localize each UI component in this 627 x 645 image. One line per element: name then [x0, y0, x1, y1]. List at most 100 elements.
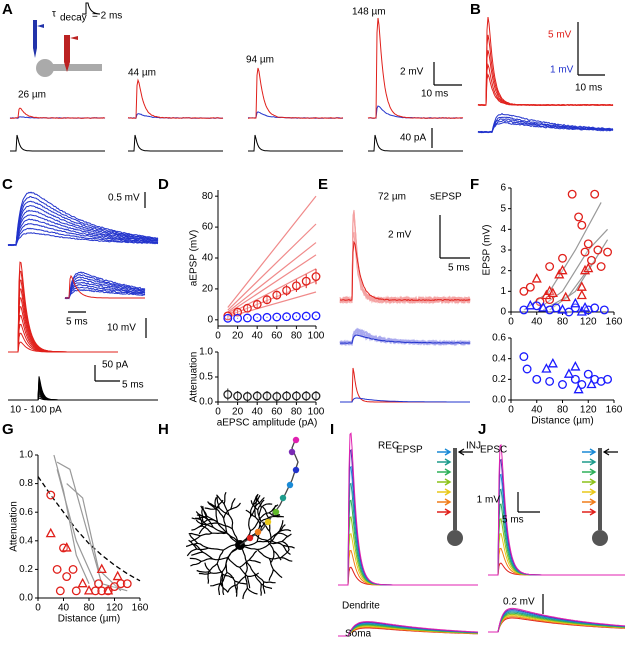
point	[547, 357, 558, 368]
point	[570, 303, 580, 313]
point	[83, 584, 95, 595]
y-tick-label: 5	[500, 203, 506, 214]
site	[292, 436, 300, 444]
point	[519, 352, 529, 362]
point	[94, 579, 104, 589]
point	[223, 311, 233, 321]
trace	[8, 261, 118, 353]
point	[311, 391, 321, 401]
x-tick-label: 60	[271, 407, 283, 418]
x-tick-label: 80	[291, 407, 303, 418]
arrow	[582, 498, 597, 506]
series-line	[227, 254, 317, 314]
trace	[488, 444, 625, 576]
point	[233, 313, 243, 323]
y-tick-label: 0.6	[492, 333, 506, 344]
trace	[64, 281, 146, 300]
y-tick-label: 1.0	[199, 347, 213, 358]
label: sEPSP	[430, 192, 462, 203]
x-tick-label: 60	[271, 331, 283, 342]
point	[242, 392, 252, 401]
arrow	[437, 508, 452, 516]
y-tick-label: 80	[202, 191, 214, 202]
label: τ	[52, 9, 56, 20]
label: = 2 ms	[92, 11, 122, 22]
trace	[368, 134, 463, 152]
x-tick-label: 0	[215, 407, 221, 418]
trace	[127, 113, 224, 119]
y-tick-label: 60	[202, 222, 214, 233]
point	[580, 247, 590, 257]
x-tick-label: 0	[215, 331, 221, 342]
label: 26 µm	[18, 90, 46, 101]
site	[286, 481, 294, 489]
point	[532, 374, 542, 384]
y-tick-label: 1.0	[19, 450, 33, 461]
point	[557, 264, 568, 275]
y-tick-label: 0	[500, 307, 506, 318]
trace	[7, 205, 159, 246]
label: REC	[378, 441, 399, 452]
point	[223, 390, 233, 399]
point	[567, 189, 577, 199]
series-line	[53, 454, 90, 584]
point	[576, 289, 587, 300]
series-line	[227, 280, 317, 317]
series-line	[227, 195, 317, 308]
point	[519, 305, 529, 315]
point	[558, 380, 567, 389]
y-tick-label: 0.0	[19, 593, 33, 604]
series-line	[227, 268, 317, 316]
panel-label: H	[158, 421, 169, 438]
trace	[477, 73, 614, 106]
series-line	[37, 476, 141, 582]
trace	[488, 562, 625, 576]
arrow	[437, 498, 452, 506]
point	[262, 295, 272, 305]
point	[122, 579, 132, 589]
point	[282, 312, 292, 322]
series-line	[227, 291, 317, 318]
trace	[339, 232, 471, 305]
series-line	[56, 461, 128, 592]
arrow	[582, 448, 597, 456]
x-tick-label: 160	[606, 317, 623, 328]
y-tick-label: 20	[202, 284, 214, 295]
y-tick-label: 0	[207, 314, 213, 325]
trace	[8, 218, 158, 246]
point	[599, 305, 609, 315]
y-tick-label: 4	[500, 224, 506, 235]
label: decay	[60, 13, 87, 24]
y-tick-label: 6	[500, 183, 506, 194]
point	[103, 584, 114, 595]
x-tick-label: 0	[35, 603, 41, 614]
trace	[8, 394, 158, 401]
y-tick-label: 0.0	[492, 395, 506, 406]
point	[242, 313, 252, 323]
point	[563, 368, 575, 378]
point	[551, 303, 561, 313]
x-tick-label: 40	[531, 317, 543, 328]
trace	[7, 227, 159, 246]
point	[96, 563, 107, 574]
point	[55, 586, 65, 596]
point	[603, 374, 613, 384]
x-tick-label: 40	[58, 603, 70, 614]
trace	[64, 279, 146, 300]
y-axis-title: Attenuation	[9, 501, 20, 552]
x-tick-label: 160	[606, 405, 623, 416]
panel-label: A	[2, 1, 13, 18]
point	[272, 290, 282, 300]
point	[586, 378, 597, 389]
point	[596, 262, 606, 271]
trace	[367, 17, 464, 119]
x-tick-label: 40	[252, 331, 264, 342]
y-tick-label: 40	[202, 253, 214, 264]
label: Soma	[345, 629, 372, 640]
trace	[64, 286, 146, 299]
trace	[340, 367, 470, 403]
point	[593, 245, 603, 255]
site	[254, 528, 262, 536]
trace	[8, 332, 118, 353]
x-axis-title: Distance (µm)	[531, 416, 593, 427]
